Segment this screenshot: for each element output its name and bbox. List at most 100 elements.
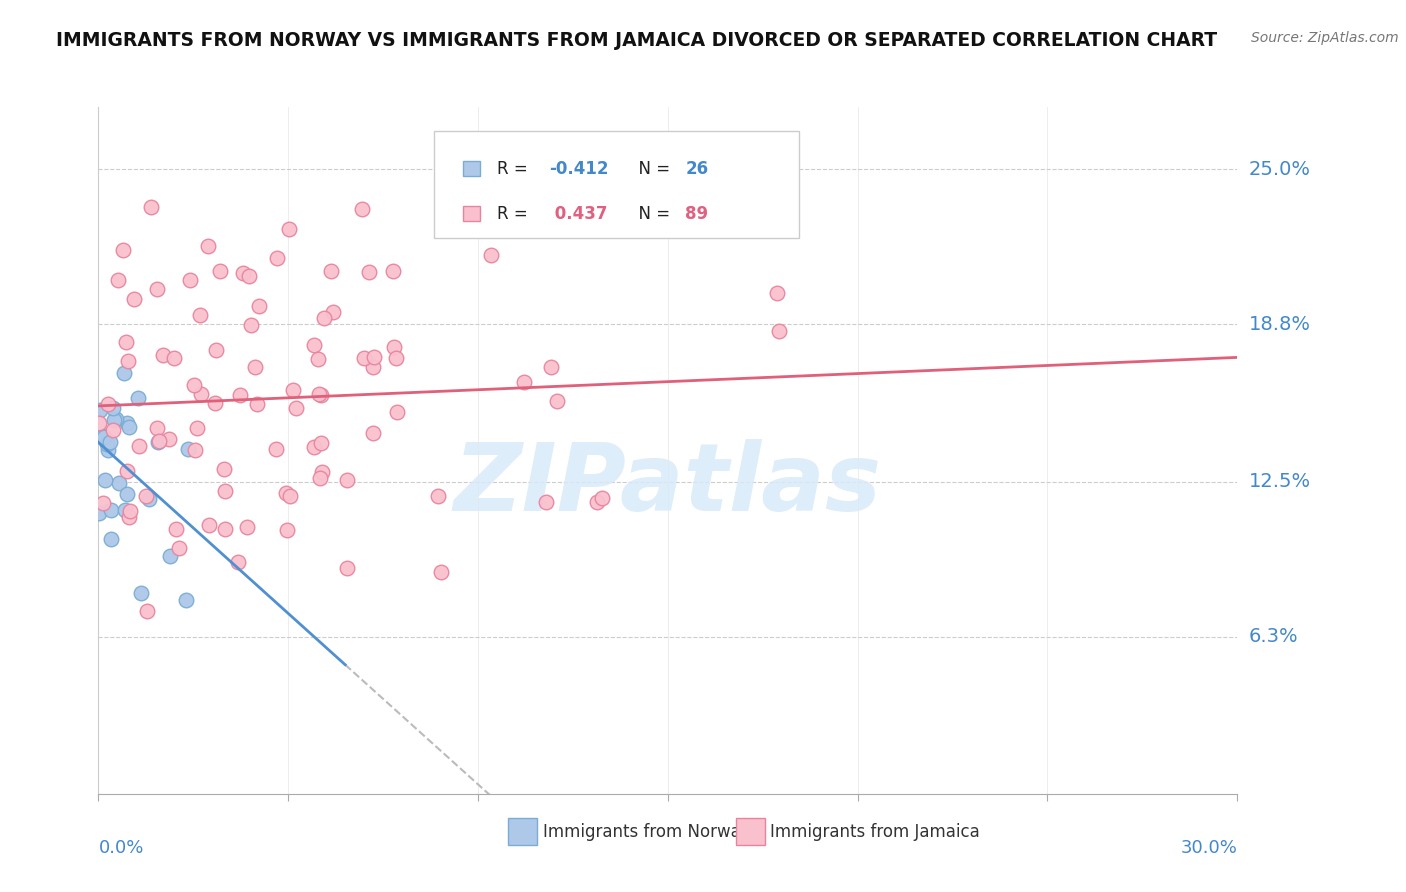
Point (352, 202, 374, 216)
Point (127, 391, 149, 405)
Point (122, 292, 145, 306)
Point (353, 351, 375, 366)
Point (247, 299, 270, 313)
Point (115, 487, 138, 501)
Point (283, 384, 305, 398)
Point (188, 309, 211, 323)
Point (205, 343, 228, 358)
Point (169, 541, 191, 556)
Text: 25.0%: 25.0% (1249, 160, 1310, 179)
Point (98, 435, 121, 450)
Point (765, 285, 787, 300)
Point (357, 265, 380, 279)
Point (157, 432, 180, 446)
Point (235, 520, 257, 534)
Point (385, 405, 408, 419)
Point (118, 420, 141, 434)
Text: Source: ZipAtlas.com: Source: ZipAtlas.com (1251, 31, 1399, 45)
Point (179, 273, 201, 287)
Point (513, 375, 536, 389)
Point (100, 532, 122, 546)
Point (183, 442, 205, 457)
FancyBboxPatch shape (509, 818, 537, 846)
Point (118, 509, 141, 524)
Text: 18.8%: 18.8% (1249, 315, 1310, 334)
Point (209, 263, 232, 277)
Point (591, 491, 613, 505)
Text: Immigrants from Norway: Immigrants from Norway (543, 822, 751, 840)
Point (141, 200, 163, 214)
Text: N =: N = (628, 204, 676, 222)
Point (277, 222, 299, 236)
Point (363, 359, 385, 374)
Point (302, 338, 325, 352)
Point (103, 423, 125, 437)
Point (148, 434, 170, 448)
Point (87, 506, 110, 520)
Point (103, 413, 125, 427)
Point (239, 318, 262, 333)
Point (322, 305, 344, 319)
Point (111, 243, 134, 257)
Point (214, 484, 236, 499)
Point (117, 464, 139, 478)
Point (159, 549, 181, 563)
Text: IMMIGRANTS FROM NORWAY VS IMMIGRANTS FROM JAMAICA DIVORCED OR SEPARATED CORRELAT: IMMIGRANTS FROM NORWAY VS IMMIGRANTS FRO… (56, 31, 1218, 50)
Point (138, 492, 160, 507)
Text: R =: R = (498, 204, 533, 222)
Point (128, 439, 150, 453)
Point (336, 474, 359, 488)
Point (586, 495, 609, 509)
Point (534, 495, 557, 509)
Point (93, 430, 115, 444)
Point (114, 503, 136, 517)
Text: 12.5%: 12.5% (1249, 472, 1310, 491)
Point (198, 518, 221, 533)
Point (89, 403, 111, 417)
Point (427, 489, 450, 503)
Point (309, 471, 332, 485)
Point (212, 462, 235, 476)
Text: 6.3%: 6.3% (1249, 627, 1298, 646)
Point (382, 340, 405, 354)
Point (363, 351, 385, 365)
Point (190, 387, 212, 401)
Point (97, 397, 120, 411)
Point (94, 473, 117, 487)
Text: R =: R = (498, 160, 533, 178)
Point (145, 282, 167, 296)
Point (197, 239, 219, 253)
Point (309, 388, 332, 402)
Text: -0.412: -0.412 (548, 160, 609, 178)
Point (183, 377, 205, 392)
Point (96, 437, 118, 451)
FancyBboxPatch shape (463, 161, 481, 177)
Point (214, 522, 236, 536)
Point (229, 388, 252, 402)
Text: 30.0%: 30.0% (1181, 838, 1237, 856)
Point (87, 417, 110, 431)
Point (146, 434, 169, 449)
Text: 26: 26 (685, 160, 709, 178)
Point (278, 489, 301, 503)
Point (186, 421, 208, 435)
Point (430, 565, 453, 579)
Point (546, 393, 568, 408)
Point (768, 324, 790, 338)
Point (540, 359, 562, 374)
Point (117, 354, 139, 368)
Text: 89: 89 (685, 204, 709, 222)
Point (176, 442, 198, 457)
FancyBboxPatch shape (463, 206, 481, 221)
Point (321, 264, 343, 278)
Point (304, 441, 326, 455)
Point (363, 426, 385, 441)
Point (105, 412, 128, 426)
Text: N =: N = (628, 160, 676, 178)
Point (152, 348, 174, 362)
FancyBboxPatch shape (434, 131, 799, 237)
Text: Immigrants from Jamaica: Immigrants from Jamaica (770, 822, 980, 840)
Point (204, 396, 226, 410)
Point (274, 486, 297, 500)
Point (176, 593, 198, 607)
